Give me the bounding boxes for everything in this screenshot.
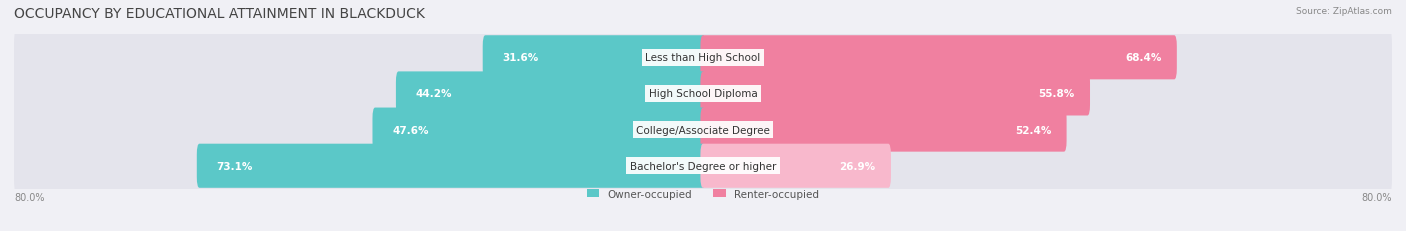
FancyBboxPatch shape xyxy=(700,72,1090,116)
Text: 68.4%: 68.4% xyxy=(1125,53,1161,63)
Text: Less than High School: Less than High School xyxy=(645,53,761,63)
FancyBboxPatch shape xyxy=(14,99,1392,161)
Text: 80.0%: 80.0% xyxy=(1361,192,1392,202)
FancyBboxPatch shape xyxy=(700,144,891,188)
Text: 52.4%: 52.4% xyxy=(1015,125,1052,135)
Legend: Owner-occupied, Renter-occupied: Owner-occupied, Renter-occupied xyxy=(582,185,824,203)
Text: 26.9%: 26.9% xyxy=(839,161,876,171)
FancyBboxPatch shape xyxy=(14,63,1392,125)
Text: 55.8%: 55.8% xyxy=(1038,89,1074,99)
Text: Bachelor's Degree or higher: Bachelor's Degree or higher xyxy=(630,161,776,171)
Text: College/Associate Degree: College/Associate Degree xyxy=(636,125,770,135)
FancyBboxPatch shape xyxy=(700,36,1177,80)
FancyBboxPatch shape xyxy=(373,108,706,152)
Text: 73.1%: 73.1% xyxy=(217,161,253,171)
FancyBboxPatch shape xyxy=(482,36,706,80)
FancyBboxPatch shape xyxy=(197,144,706,188)
Text: 80.0%: 80.0% xyxy=(14,192,45,202)
Text: Source: ZipAtlas.com: Source: ZipAtlas.com xyxy=(1296,7,1392,16)
Text: High School Diploma: High School Diploma xyxy=(648,89,758,99)
Text: 47.6%: 47.6% xyxy=(392,125,429,135)
Text: 31.6%: 31.6% xyxy=(502,53,538,63)
FancyBboxPatch shape xyxy=(396,72,706,116)
FancyBboxPatch shape xyxy=(14,27,1392,89)
Text: 44.2%: 44.2% xyxy=(416,89,453,99)
FancyBboxPatch shape xyxy=(700,108,1067,152)
FancyBboxPatch shape xyxy=(14,135,1392,197)
Text: OCCUPANCY BY EDUCATIONAL ATTAINMENT IN BLACKDUCK: OCCUPANCY BY EDUCATIONAL ATTAINMENT IN B… xyxy=(14,7,425,21)
